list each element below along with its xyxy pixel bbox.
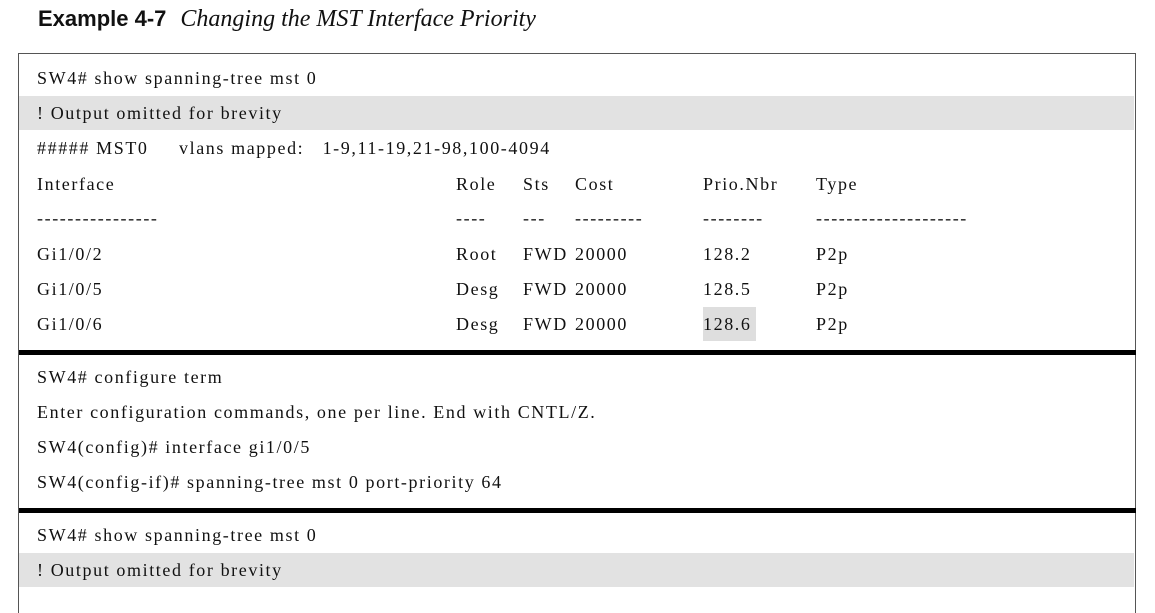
header-cost: Cost: [575, 174, 615, 194]
row-role: Desg: [456, 279, 500, 299]
divider-sts: ---: [523, 208, 546, 228]
row-interface: Gi1/0/6: [37, 314, 104, 334]
table-divider-row: ---------------- ---- --- --------- ----…: [19, 201, 1134, 235]
divider-interface: ----------------: [37, 208, 159, 228]
configure-term-line: SW4# configure term: [37, 367, 224, 387]
row-role: Desg: [456, 314, 500, 334]
section-divider: [19, 508, 1136, 513]
enter-config-line: Enter configuration commands, one per li…: [37, 402, 597, 422]
table-row: Gi1/0/5 Desg FWD 20000 128.5 P2p: [19, 272, 1134, 306]
row-cost: 20000: [575, 244, 628, 264]
row-cost: 20000: [575, 314, 628, 334]
divider-cost: ---------: [575, 208, 644, 228]
example-caption: Example 4-7 Changing the MST Interface Pr…: [38, 6, 536, 33]
table-row: Gi1/0/2 Root FWD 20000 128.2 P2p: [19, 237, 1134, 271]
code-listing-frame: [18, 53, 1136, 613]
show-command-line-2: SW4# show spanning-tree mst 0: [37, 525, 318, 545]
row-cost: 20000: [575, 279, 628, 299]
header-prio-nbr: Prio.Nbr: [703, 174, 779, 194]
show-command-line: SW4# show spanning-tree mst 0: [37, 68, 318, 88]
row-type: P2p: [816, 244, 849, 264]
header-type: Type: [816, 174, 859, 194]
mst-vlans-line: ##### MST0 vlans mapped: 1-9,11-19,21-98…: [37, 138, 551, 158]
row-prio-nbr: 128.2: [703, 244, 752, 264]
header-sts: Sts: [523, 174, 550, 194]
row-prio-nbr: 128.5: [703, 279, 752, 299]
divider-prio-nbr: --------: [703, 208, 764, 228]
row-type: P2p: [816, 279, 849, 299]
row-interface: Gi1/0/5: [37, 279, 104, 299]
output-omitted-line-2: ! Output omitted for brevity: [19, 553, 1134, 587]
row-role: Root: [456, 244, 498, 264]
divider-type: --------------------: [816, 208, 968, 228]
interface-command-line: SW4(config)# interface gi1/0/5: [37, 437, 311, 457]
output-omitted-line: ! Output omitted for brevity: [19, 96, 1134, 130]
section-divider: [19, 350, 1136, 355]
row-interface: Gi1/0/2: [37, 244, 104, 264]
example-title: Changing the MST Interface Priority: [180, 6, 536, 32]
table-header-row: Interface Role Sts Cost Prio.Nbr Type: [19, 167, 1134, 201]
row-sts: FWD: [523, 279, 568, 299]
header-role: Role: [456, 174, 497, 194]
example-number: Example 4-7: [38, 6, 167, 31]
port-priority-command-line: SW4(config-if)# spanning-tree mst 0 port…: [37, 472, 503, 492]
table-row: Gi1/0/6 Desg FWD 20000 128.6 P2p: [19, 307, 1134, 341]
row-sts: FWD: [523, 244, 568, 264]
row-sts: FWD: [523, 314, 568, 334]
row-type: P2p: [816, 314, 849, 334]
row-prio-nbr-highlighted: 128.6: [703, 307, 756, 341]
header-interface: Interface: [37, 174, 116, 194]
divider-role: ----: [456, 208, 487, 228]
